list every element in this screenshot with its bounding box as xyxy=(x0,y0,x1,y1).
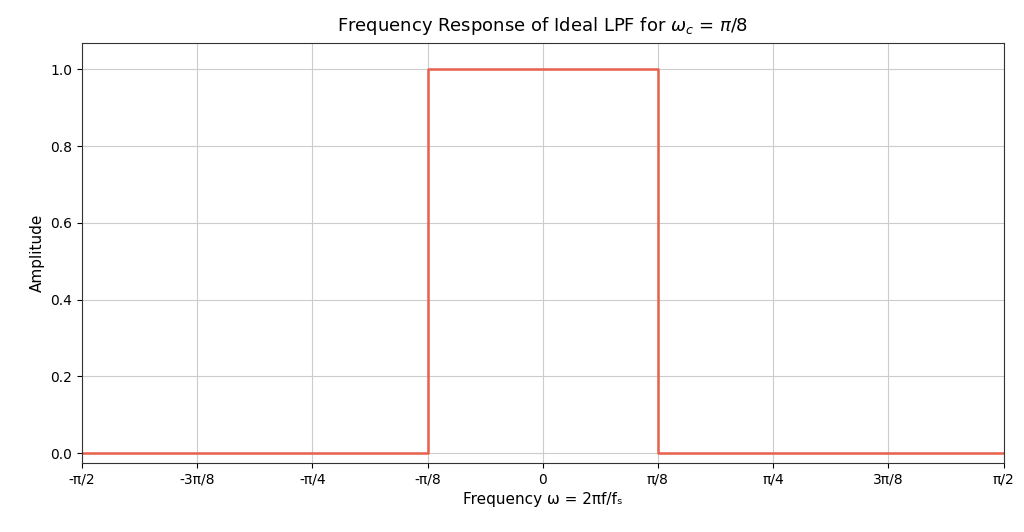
X-axis label: Frequency ω = 2πf/fₛ: Frequency ω = 2πf/fₛ xyxy=(463,492,623,507)
Y-axis label: Amplitude: Amplitude xyxy=(30,213,45,292)
Title: Frequency Response of Ideal LPF for $\omega_c$ = $\pi$/8: Frequency Response of Ideal LPF for $\om… xyxy=(337,15,749,37)
